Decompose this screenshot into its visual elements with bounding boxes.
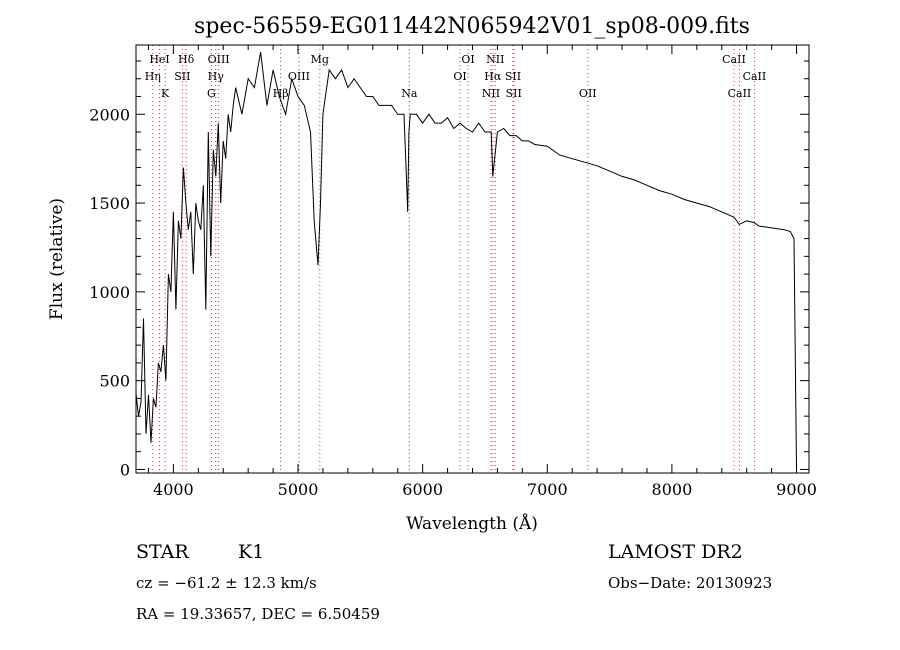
- x-axis: 4000 5000 6000 7000 8000 9000: [147, 45, 817, 499]
- y-axis: 0 500 1000 1500 2000: [89, 60, 809, 479]
- object-class: STAR: [136, 541, 189, 563]
- y-tick-label: 1000: [89, 283, 130, 302]
- spectral-line-label: SII: [505, 70, 521, 83]
- spectrum-series: [135, 52, 797, 470]
- y-tick-label: 500: [99, 372, 130, 391]
- redshift-info: cz = −61.2 ± 12.3 km/s: [136, 574, 317, 592]
- spectral-line-label: NII: [486, 53, 504, 66]
- x-tick-label: 4000: [153, 480, 194, 499]
- spectral-line-label: Na: [401, 87, 418, 100]
- spectral-line-label: K: [161, 87, 170, 100]
- chart-title: spec-56559-EG011442N065942V01_sp08-009.f…: [194, 14, 750, 39]
- x-tick-label: 7000: [527, 480, 568, 499]
- spectral-line-label: SII: [506, 87, 522, 100]
- spectral-line-label: Hη: [145, 70, 161, 83]
- spectral-line-label: Hα: [484, 70, 502, 83]
- spectral-line-label: NII: [482, 87, 500, 100]
- y-tick-label: 1500: [89, 194, 130, 213]
- y-axis-label: Flux (relative): [47, 198, 67, 320]
- spectral-line-label: G: [207, 87, 216, 100]
- object-subclass: K1: [238, 541, 264, 563]
- spectral-line-label: Hγ: [208, 70, 225, 83]
- spectral-line-label: HeI: [149, 53, 169, 66]
- spectral-line-label: Mg: [311, 53, 329, 66]
- coordinates: RA = 19.33657, DEC = 6.50459: [136, 605, 380, 623]
- x-tick-label: 9000: [776, 480, 817, 499]
- spectral-line-label: OI: [453, 70, 466, 83]
- spectral-line-label: Hδ: [178, 53, 195, 66]
- spectral-line-label: OIII: [208, 53, 230, 66]
- spectral-line-label: CaII: [743, 70, 767, 83]
- spectral-line-label: CaII: [722, 53, 746, 66]
- spectral-line-label: Hβ: [273, 87, 289, 100]
- spectral-line-label: OII: [579, 87, 597, 100]
- x-axis-label: Wavelength (Å): [406, 513, 538, 534]
- spectrum-line: [135, 52, 797, 470]
- spectral-line-label: CaII: [728, 87, 752, 100]
- x-tick-label: 6000: [402, 480, 443, 499]
- x-tick-label: 5000: [278, 480, 319, 499]
- spectral-line-label: OIII: [288, 70, 310, 83]
- plot-frame: [135, 44, 810, 474]
- x-tick-label: 8000: [652, 480, 693, 499]
- y-tick-label: 0: [120, 460, 130, 479]
- spectral-line-label: SII: [174, 70, 190, 83]
- survey-name: LAMOST DR2: [608, 541, 743, 563]
- obs-date: Obs−Date: 20130923: [608, 574, 772, 592]
- y-tick-label: 2000: [89, 105, 130, 124]
- spectral-line-label: OI: [461, 53, 474, 66]
